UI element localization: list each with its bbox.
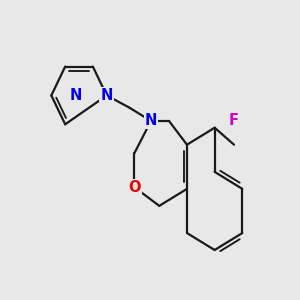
Text: N: N bbox=[100, 88, 113, 103]
Text: F: F bbox=[229, 113, 239, 128]
Text: N: N bbox=[70, 88, 82, 103]
Text: N: N bbox=[145, 113, 157, 128]
Text: O: O bbox=[128, 180, 141, 195]
